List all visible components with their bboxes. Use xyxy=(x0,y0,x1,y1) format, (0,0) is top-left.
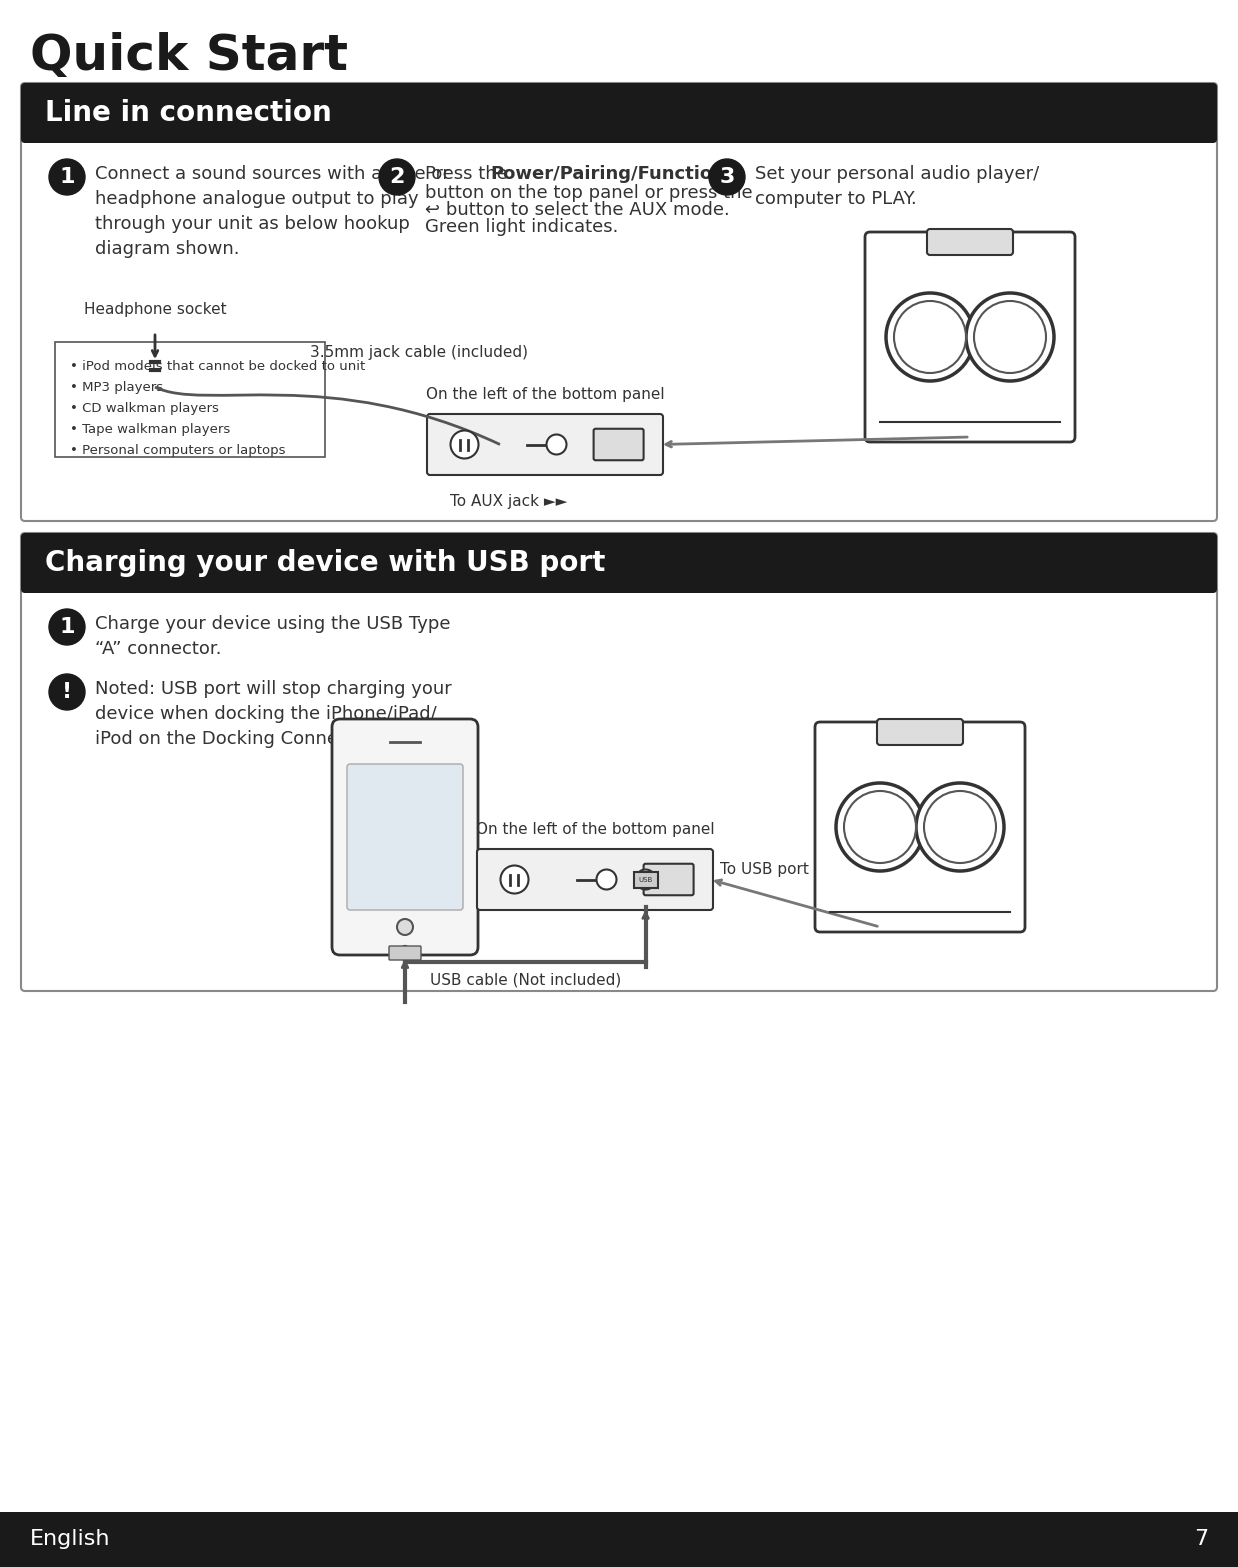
FancyBboxPatch shape xyxy=(865,232,1075,442)
FancyBboxPatch shape xyxy=(477,849,713,910)
FancyBboxPatch shape xyxy=(593,429,644,461)
Text: Noted: USB port will stop charging your
device when docking the iPhone/iPad/
iPo: Noted: USB port will stop charging your … xyxy=(95,680,452,747)
FancyBboxPatch shape xyxy=(332,719,478,954)
Text: Connect a sound sources with a Line or
headphone analogue output to play
through: Connect a sound sources with a Line or h… xyxy=(95,165,449,259)
FancyBboxPatch shape xyxy=(21,533,1217,990)
Text: 2: 2 xyxy=(389,168,405,186)
Text: 7: 7 xyxy=(1193,1529,1208,1550)
Text: • Tape walkman players: • Tape walkman players xyxy=(71,423,230,436)
Text: 1: 1 xyxy=(59,617,74,638)
Circle shape xyxy=(500,865,529,893)
Circle shape xyxy=(635,870,656,890)
FancyBboxPatch shape xyxy=(877,719,963,744)
FancyBboxPatch shape xyxy=(427,414,664,475)
Circle shape xyxy=(546,434,567,454)
FancyBboxPatch shape xyxy=(815,722,1025,932)
Circle shape xyxy=(451,431,479,459)
Text: 3.5mm jack cable (included): 3.5mm jack cable (included) xyxy=(310,345,527,359)
Text: On the left of the bottom panel: On the left of the bottom panel xyxy=(426,387,665,403)
Text: USB cable (Not included): USB cable (Not included) xyxy=(430,972,621,987)
Circle shape xyxy=(597,870,617,890)
Text: Press the: Press the xyxy=(425,165,514,183)
Text: • Personal computers or laptops: • Personal computers or laptops xyxy=(71,443,286,458)
Text: Headphone socket: Headphone socket xyxy=(84,302,227,317)
Text: Quick Start: Quick Start xyxy=(30,31,348,80)
Circle shape xyxy=(916,784,1004,871)
FancyBboxPatch shape xyxy=(644,863,693,895)
FancyBboxPatch shape xyxy=(21,83,1217,520)
Text: USB: USB xyxy=(639,876,652,882)
FancyBboxPatch shape xyxy=(21,83,1217,143)
Circle shape xyxy=(974,301,1046,373)
Circle shape xyxy=(966,293,1054,381)
Circle shape xyxy=(50,158,85,194)
Circle shape xyxy=(379,158,415,194)
Text: English: English xyxy=(30,1529,110,1550)
Text: To USB port: To USB port xyxy=(721,862,808,878)
Text: • MP3 players: • MP3 players xyxy=(71,381,163,393)
FancyBboxPatch shape xyxy=(389,946,421,961)
Text: • iPod models that cannot be docked to unit: • iPod models that cannot be docked to u… xyxy=(71,360,365,373)
FancyBboxPatch shape xyxy=(927,229,1013,255)
Circle shape xyxy=(709,158,745,194)
Text: Set your personal audio player/
computer to PLAY.: Set your personal audio player/ computer… xyxy=(755,165,1039,208)
Circle shape xyxy=(844,791,916,863)
Circle shape xyxy=(50,610,85,646)
Text: On the left of the bottom panel: On the left of the bottom panel xyxy=(475,823,714,837)
Text: button on the top panel or press the: button on the top panel or press the xyxy=(425,183,753,202)
Text: Green light indicates.: Green light indicates. xyxy=(425,218,618,237)
Text: ↩ button to select the AUX mode.: ↩ button to select the AUX mode. xyxy=(425,201,729,219)
FancyBboxPatch shape xyxy=(347,765,463,910)
Bar xyxy=(0,1512,1238,1567)
Circle shape xyxy=(836,784,924,871)
Text: Power/Pairing/Function: Power/Pairing/Function xyxy=(490,165,725,183)
Text: 3: 3 xyxy=(719,168,734,186)
Circle shape xyxy=(397,918,413,935)
Text: • CD walkman players: • CD walkman players xyxy=(71,403,219,415)
Text: To AUX jack ►►: To AUX jack ►► xyxy=(449,494,567,509)
Circle shape xyxy=(50,674,85,710)
Text: !: ! xyxy=(62,682,72,702)
Bar xyxy=(54,342,326,458)
Text: 1: 1 xyxy=(59,168,74,186)
Circle shape xyxy=(894,301,966,373)
Text: Charge your device using the USB Type
“A” connector.: Charge your device using the USB Type “A… xyxy=(95,614,451,658)
Text: Charging your device with USB port: Charging your device with USB port xyxy=(45,548,605,577)
FancyBboxPatch shape xyxy=(21,533,1217,592)
Circle shape xyxy=(924,791,997,863)
Text: Line in connection: Line in connection xyxy=(45,99,332,127)
Bar xyxy=(634,871,657,887)
Circle shape xyxy=(886,293,974,381)
